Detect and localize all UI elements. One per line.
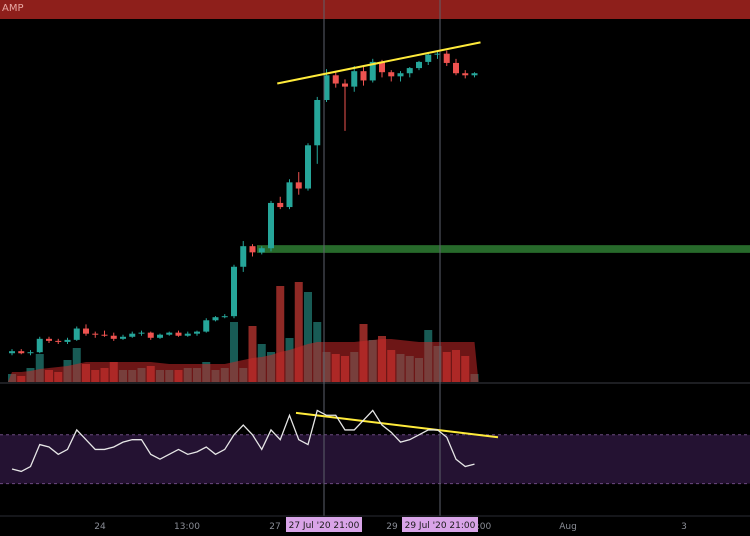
candle-body: [221, 316, 228, 318]
candle-body: [18, 351, 25, 354]
candle-body: [305, 145, 311, 189]
candle-body: [268, 202, 274, 249]
header-bar: AMP: [0, 0, 750, 19]
candle-body: [249, 246, 256, 253]
crosshair-date-badge: [286, 517, 362, 532]
candle-body: [425, 54, 432, 62]
volume-bar: [248, 326, 257, 382]
candle-body: [120, 336, 126, 339]
x-tick-label: 27: [269, 522, 280, 532]
crosshair-date-label: 29 Jul '20 21:00: [405, 521, 476, 531]
candle-body: [323, 75, 330, 100]
x-tick-label: 29: [386, 522, 398, 532]
candle-body: [55, 340, 62, 342]
x-tick-label: Aug: [559, 522, 577, 532]
volume-bar: [35, 354, 44, 382]
candle-body: [175, 332, 182, 336]
candle-body: [147, 332, 154, 338]
rsi-line: [11, 409, 475, 473]
candle-body: [277, 202, 284, 208]
rsi-band: [0, 434, 750, 484]
crosshair-date-badge: [402, 517, 478, 532]
candle-body: [295, 182, 302, 189]
candle-body: [231, 266, 237, 317]
candle-body: [166, 332, 173, 335]
candle-body: [73, 328, 80, 340]
candle-body: [462, 73, 469, 76]
candle-body: [203, 320, 210, 332]
rsi-trendline: [295, 411, 499, 439]
candle-body: [369, 61, 376, 81]
volume-bar: [304, 292, 312, 382]
candle-body: [434, 53, 441, 55]
candle-body: [351, 71, 358, 87]
candle-body: [342, 83, 348, 87]
volume-ma-area: [8, 339, 479, 382]
candle-body: [129, 333, 136, 337]
candle-body: [157, 334, 163, 338]
candle-body: [27, 352, 34, 354]
candle-body: [453, 62, 459, 74]
candle-body: [110, 335, 117, 339]
candle-body: [194, 331, 200, 334]
candle-body: [388, 72, 395, 77]
crosshair-date-label: 27 Jul '20 21:00: [289, 521, 360, 531]
header-label: AMP: [2, 3, 24, 14]
candle-body: [443, 53, 450, 63]
resistance-zone: [257, 245, 750, 253]
candle-body: [286, 182, 293, 208]
candle-body: [46, 338, 52, 341]
candle-body: [258, 248, 265, 253]
candle-body: [101, 334, 108, 336]
candle-body: [471, 73, 478, 76]
x-tick-label: 13:00: [174, 522, 200, 532]
candle-body: [212, 317, 219, 321]
price-trendline: [277, 41, 481, 85]
candle-body: [9, 351, 15, 354]
candle-body: [184, 333, 191, 336]
candle-body: [379, 61, 385, 73]
candle-body: [83, 328, 89, 334]
candle-body: [92, 333, 99, 335]
candle-body: [360, 71, 367, 81]
candle-body: [397, 73, 404, 77]
volume-bar: [276, 286, 285, 382]
x-tick-label: 3: [681, 522, 687, 532]
volume-bar: [230, 322, 238, 382]
candle-body: [240, 246, 247, 267]
candle-body: [406, 68, 413, 74]
candle-body: [332, 75, 339, 84]
candle-body: [36, 338, 43, 353]
candle-body: [314, 100, 321, 146]
x-tick-label: :00: [477, 522, 492, 532]
volume-bar: [294, 282, 303, 382]
candle-body: [64, 339, 71, 342]
candle-body: [138, 332, 145, 334]
candle-body: [416, 61, 422, 69]
x-tick-label: 24: [94, 522, 106, 532]
